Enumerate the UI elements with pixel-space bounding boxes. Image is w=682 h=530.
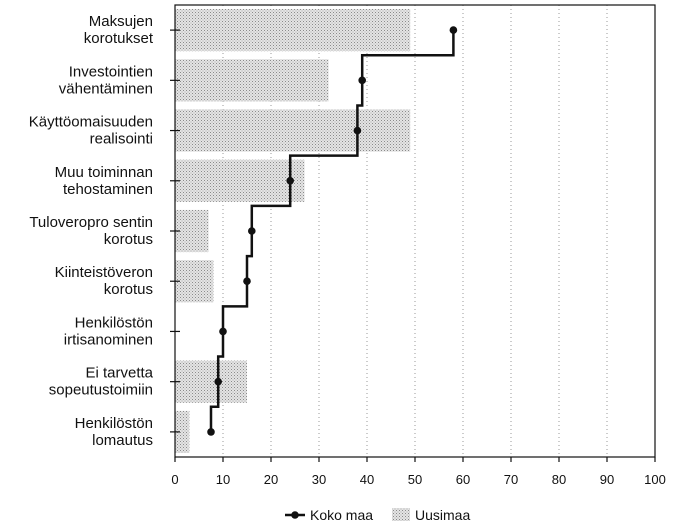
point-koko-maa [248,227,256,235]
point-koko-maa [353,126,362,135]
legend-label-uusimaa: Uusimaa [415,507,470,523]
point-koko-maa [243,277,251,286]
x-tick-label: 80 [552,472,566,487]
x-tick-label: 0 [171,472,178,487]
x-tick-label: 20 [264,472,278,487]
bar-uusimaa [175,59,329,102]
legend-label-koko-maa: Koko maa [310,507,373,523]
category-label: Ei tarvetta sopeutustoimiin [49,365,154,399]
uusimaa-bars [175,9,411,453]
category-label: Henkilöstön lomautus [75,415,153,449]
x-tick-label: 90 [600,472,614,487]
x-tick-label: 10 [216,472,230,487]
category-label: Muu toiminnan tehostaminen [55,164,153,198]
category-label: Tuloveropro sentin korotus [29,214,153,248]
category-labels: Maksujen korotukset Investointien vähentämi… [29,13,154,449]
category-label: Investointien vähentäminen [59,63,153,97]
point-koko-maa [286,176,295,185]
x-tick-label: 70 [504,472,518,487]
legend-swatch-bar [392,508,410,521]
category-label: Käyttöomaisuuden realisointi [29,114,153,148]
x-tick-labels: 0 10 20 30 40 50 60 70 80 90 100 [171,472,665,487]
bar-uusimaa [175,410,190,453]
point-koko-maa [207,428,215,436]
x-tick-label: 50 [408,472,422,487]
bar-uusimaa [175,109,411,152]
point-koko-maa [214,377,222,386]
x-tick-label: 60 [456,472,470,487]
koko-maa-line [207,26,458,436]
category-label: Maksujen korotukset [84,13,154,47]
bar-uusimaa [175,9,411,52]
legend: Koko maa Uusimaa [285,507,470,523]
bar-uusimaa [175,159,305,202]
point-koko-maa [449,26,458,34]
point-koko-maa [219,327,227,336]
plot-frame [170,4,656,462]
x-tick-label: 100 [644,472,666,487]
legend-swatch-dot [291,511,299,519]
x-tick-label: 30 [312,472,326,487]
point-koko-maa [358,76,367,85]
x-tick-label: 40 [360,472,374,487]
bar-uusimaa [175,260,214,303]
category-label: Henkilöstön irtisanominen [64,314,153,348]
category-label: Kiinteistöveron korotus [55,264,153,298]
bar-uusimaa [175,360,247,403]
bar-uusimaa [175,209,209,253]
